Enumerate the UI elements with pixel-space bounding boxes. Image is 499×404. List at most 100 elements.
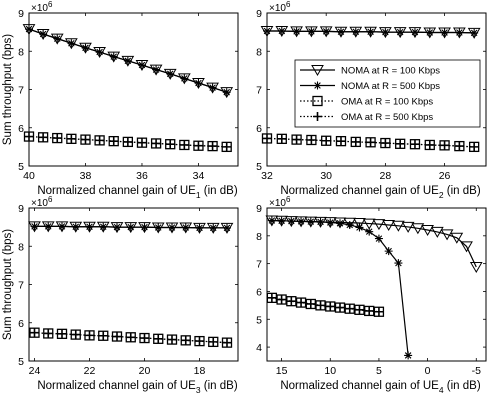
y-axis-label: Sum throughput (bps) [2,34,14,145]
data-point [109,52,118,61]
data-point [353,218,366,230]
data-point [85,222,94,231]
data-point [67,39,76,48]
x-tick-label: 26 [439,170,451,182]
data-point [351,137,361,147]
series-oma-at-r-500-kbps [30,328,232,348]
y-tick-label: 4 [256,342,262,354]
y-tick-label: 5 [256,161,262,173]
data-point [362,218,376,230]
data-point [382,219,396,231]
data-point [430,226,444,238]
series-line [34,332,228,344]
x-tick-label: 32 [261,170,273,182]
data-point [152,65,161,74]
series-noma-at-r-500-kbps [30,222,231,232]
data-point [296,298,306,308]
legend-item: OMA at R = 100 Kbps [300,95,433,108]
data-point [381,28,390,37]
data-point [222,88,231,97]
data-point [404,351,413,360]
data-point [316,217,325,226]
data-point [374,307,384,317]
data-point [166,69,175,78]
data-point [99,222,108,231]
data-point [181,223,190,232]
data-point [322,27,331,36]
data-point [193,141,203,151]
data-point [410,139,420,149]
subplot-4: 15 10 5 0 -5 4 5 6 7 8 9 ×106 Normalized channel gai… [256,195,487,395]
data-point [345,220,354,229]
data-point [195,223,204,232]
data-point [126,332,136,342]
x-tick-label: 15 [276,365,288,377]
data-point [292,27,301,36]
legend-box [294,59,481,128]
data-point [165,139,175,149]
data-point [180,74,189,83]
y-tick-label: 6 [256,286,262,298]
legend-label: NOMA at R = 100 Kbps [341,66,440,77]
data-point [222,338,232,348]
data-point [410,28,419,37]
data-point [365,227,374,236]
data-point [71,222,80,231]
data-point [286,296,296,306]
y-tick-label: 5 [256,314,262,326]
data-point [455,28,464,37]
y-exponent-label: ×106 [269,0,291,14]
y-tick-label: 9 [256,203,262,215]
data-point [421,224,434,236]
data-point [181,335,191,345]
x-axis-label: Normalized channel gain of UE3 (in dB) [37,380,238,395]
data-point [167,335,177,345]
data-point [336,219,344,228]
data-point [123,137,133,147]
y-tick-label: 6 [18,318,24,330]
series-noma-at-r-500-kbps [263,26,479,37]
x-tick-label: 30 [320,170,332,182]
data-point [137,61,146,70]
y-tick-label: 9 [18,203,24,215]
x-tick-label: 34 [193,170,205,182]
data-point [30,222,39,231]
data-point [81,43,90,52]
data-point [392,220,405,232]
data-point [71,330,81,340]
y-tick-label: 6 [18,123,24,135]
data-point [57,329,67,339]
data-point [208,83,217,92]
x-tick-label: 0 [425,365,431,377]
data-point [209,223,218,232]
data-point [277,216,286,225]
data-point [195,336,204,346]
data-point [262,133,272,143]
data-point [267,293,277,303]
x-tick-label: 18 [194,365,206,377]
data-point [153,334,163,344]
subplot-1: 40 38 36 34 5 6 7 8 9 ×106 Normalized channel gain… [2,0,239,200]
data-point [277,26,286,35]
y-tick-label: 7 [18,85,24,97]
series-oma-at-r-500-kbps [262,133,479,152]
data-point [351,27,360,36]
data-point [263,26,271,35]
x-axis-label: Normalized channel gain of UE1 (in dB) [37,185,238,200]
y-tick-label: 7 [256,85,262,97]
data-point [425,28,434,37]
data-point [297,217,306,226]
data-point [316,300,326,310]
x-tick-label: 40 [23,170,35,182]
y-exponent-label: ×106 [269,195,291,209]
data-point [326,218,335,227]
data-point [306,217,315,226]
data-point [372,219,386,231]
y-exponent-label: ×106 [31,195,53,209]
legend-label: OMA at R = 100 Kbps [341,97,433,108]
data-point [43,328,53,338]
data-point [425,140,435,150]
data-point [208,141,218,151]
data-point [396,28,405,37]
y-tick-label: 6 [256,123,262,135]
